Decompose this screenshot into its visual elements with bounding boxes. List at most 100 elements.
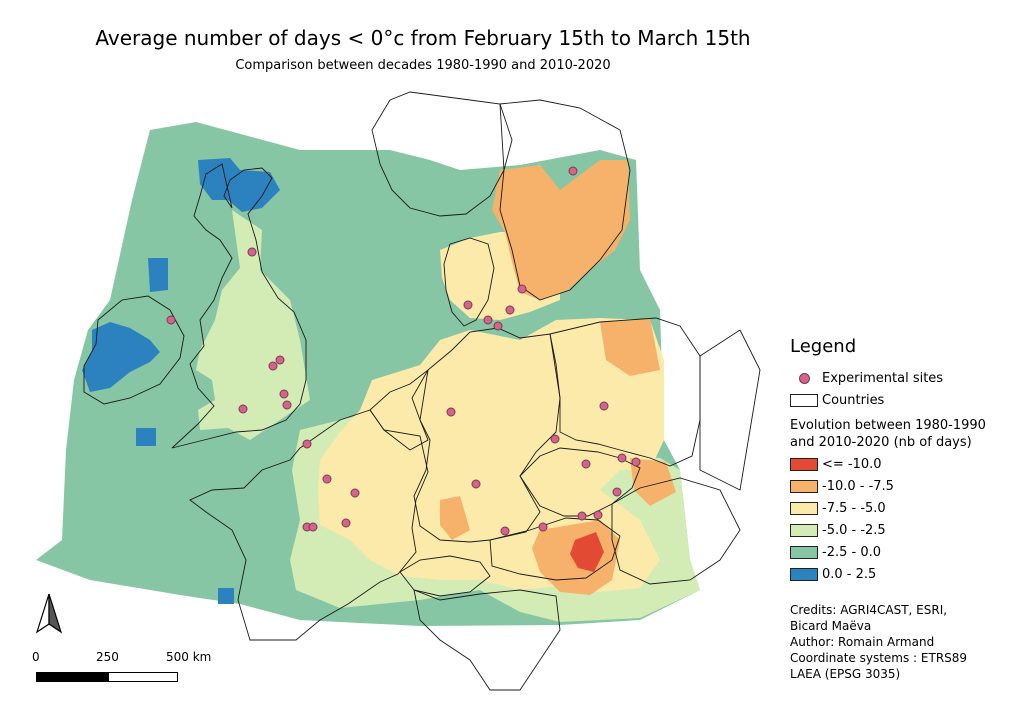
site-marker xyxy=(581,459,591,469)
country-outline-se xyxy=(499,99,631,301)
experimental-sites-layer xyxy=(166,166,641,536)
scale-label-0: 0 xyxy=(32,650,40,664)
scale-label-250: 250 xyxy=(96,650,119,664)
site-marker xyxy=(577,511,587,521)
scale-segment-black xyxy=(36,672,108,682)
raster-class-orange xyxy=(600,318,660,376)
site-symbol-icon xyxy=(798,372,810,384)
site-marker xyxy=(282,400,292,410)
country-outline-it xyxy=(413,589,561,691)
country-outline-ie xyxy=(83,295,185,405)
north-arrow-icon xyxy=(34,592,64,640)
country-outline-at xyxy=(489,517,621,581)
site-marker xyxy=(493,321,503,331)
raster-class-blue xyxy=(148,258,168,292)
country-outline-hu-sk xyxy=(611,477,741,585)
raster-layer xyxy=(36,122,700,626)
credits-block: Credits: AGRI4CAST, ESRI, Bicard Maëva A… xyxy=(790,602,967,682)
raster-class-orange xyxy=(440,496,470,540)
country-outline-benelux xyxy=(369,368,429,451)
legend-class-swatch xyxy=(790,479,818,493)
site-marker xyxy=(550,434,560,444)
site-marker xyxy=(631,457,641,467)
legend-evolution-title: Evolution between 1980-1990 and 2010-202… xyxy=(790,417,1015,451)
country-outline-pl xyxy=(549,317,701,467)
country-outline-dk xyxy=(443,237,495,327)
map-title: Average number of days < 0°c from Februa… xyxy=(95,26,751,50)
legend-class-row: -5.0 - -2.5 xyxy=(790,519,1015,541)
legend-class-row: <= -10.0 xyxy=(790,453,1015,475)
site-marker xyxy=(617,453,627,463)
site-marker xyxy=(500,526,510,536)
legend-class-row: 0.0 - 2.5 xyxy=(790,563,1015,585)
legend-countries-row: Countries xyxy=(790,389,1015,411)
credits-line: Bicard Maëva xyxy=(790,619,872,633)
country-outline-ch xyxy=(399,555,491,597)
legend-class-swatch xyxy=(790,545,818,559)
site-marker xyxy=(517,284,527,294)
legend-class-swatch xyxy=(790,523,818,537)
site-marker xyxy=(350,488,360,498)
map-subtitle: Comparison between decades 1980-1990 and… xyxy=(235,58,611,73)
country-outline-by-ua xyxy=(699,329,761,491)
legend-class-row: -10.0 - -7.5 xyxy=(790,475,1015,497)
raster-class-palegreen xyxy=(196,210,310,440)
raster-class-red xyxy=(570,532,604,572)
legend-panel: Legend Experimental sites Countries Evol… xyxy=(790,336,1015,585)
legend-evolution-line2: and 2010-2020 (nb of days) xyxy=(790,435,972,450)
legend-class-label: -7.5 - -5.0 xyxy=(822,500,886,516)
legend-heading: Legend xyxy=(790,336,857,357)
site-marker xyxy=(302,439,312,449)
site-marker xyxy=(446,407,456,417)
site-marker xyxy=(593,510,603,520)
scale-bar: 0 250 500 km xyxy=(30,650,220,690)
site-marker xyxy=(568,166,578,176)
site-marker xyxy=(322,474,332,484)
legend-class-swatch xyxy=(790,457,818,471)
legend-sites-row: Experimental sites xyxy=(790,367,1015,389)
raster-class-blue xyxy=(82,322,160,392)
legend-class-label: -2.5 - 0.0 xyxy=(822,544,881,560)
site-marker xyxy=(308,522,318,532)
country-symbol-icon xyxy=(790,393,818,407)
site-marker xyxy=(471,479,481,489)
credits-line: Coordinate systems : ETRS89 xyxy=(790,651,968,665)
legend-countries-label: Countries xyxy=(822,392,885,408)
credits-line: Credits: AGRI4CAST, ESRI, xyxy=(790,603,948,617)
raster-class-blue xyxy=(136,428,156,446)
site-marker xyxy=(238,404,248,414)
legend-evolution-line1: Evolution between 1980-1990 xyxy=(790,418,986,433)
legend-class-label: -10.0 - -7.5 xyxy=(822,478,894,494)
site-marker xyxy=(599,401,609,411)
site-marker xyxy=(268,361,278,371)
legend-class-label: 0.0 - 2.5 xyxy=(822,566,877,582)
legend-class-swatch xyxy=(790,567,818,581)
site-marker xyxy=(247,247,257,257)
scale-segment-white xyxy=(108,672,178,682)
site-marker xyxy=(483,315,493,325)
site-marker xyxy=(275,355,285,365)
country-outline-gb xyxy=(171,163,307,449)
raster-class-orange xyxy=(630,458,676,506)
country-outline-fr xyxy=(189,409,429,641)
country-outline-de xyxy=(411,327,561,543)
site-marker xyxy=(612,487,622,497)
legend-sites-label: Experimental sites xyxy=(822,370,944,386)
raster-class-blue xyxy=(218,588,234,604)
site-marker xyxy=(463,300,473,310)
site-marker xyxy=(538,522,548,532)
countries-layer xyxy=(83,91,761,691)
legend-class-row: -2.5 - 0.0 xyxy=(790,541,1015,563)
scale-label-500: 500 km xyxy=(166,650,212,664)
legend-class-label: <= -10.0 xyxy=(822,456,882,472)
legend-class-label: -5.0 - -2.5 xyxy=(822,522,886,538)
site-marker xyxy=(505,305,515,315)
credits-line: LAEA (EPSG 3035) xyxy=(790,667,901,681)
credits-line: Author: Romain Armand xyxy=(790,635,935,649)
site-marker xyxy=(341,518,351,528)
country-outline-cz xyxy=(519,447,641,517)
legend-class-swatch xyxy=(790,501,818,515)
site-marker xyxy=(279,389,289,399)
legend-class-row: -7.5 - -5.0 xyxy=(790,497,1015,519)
